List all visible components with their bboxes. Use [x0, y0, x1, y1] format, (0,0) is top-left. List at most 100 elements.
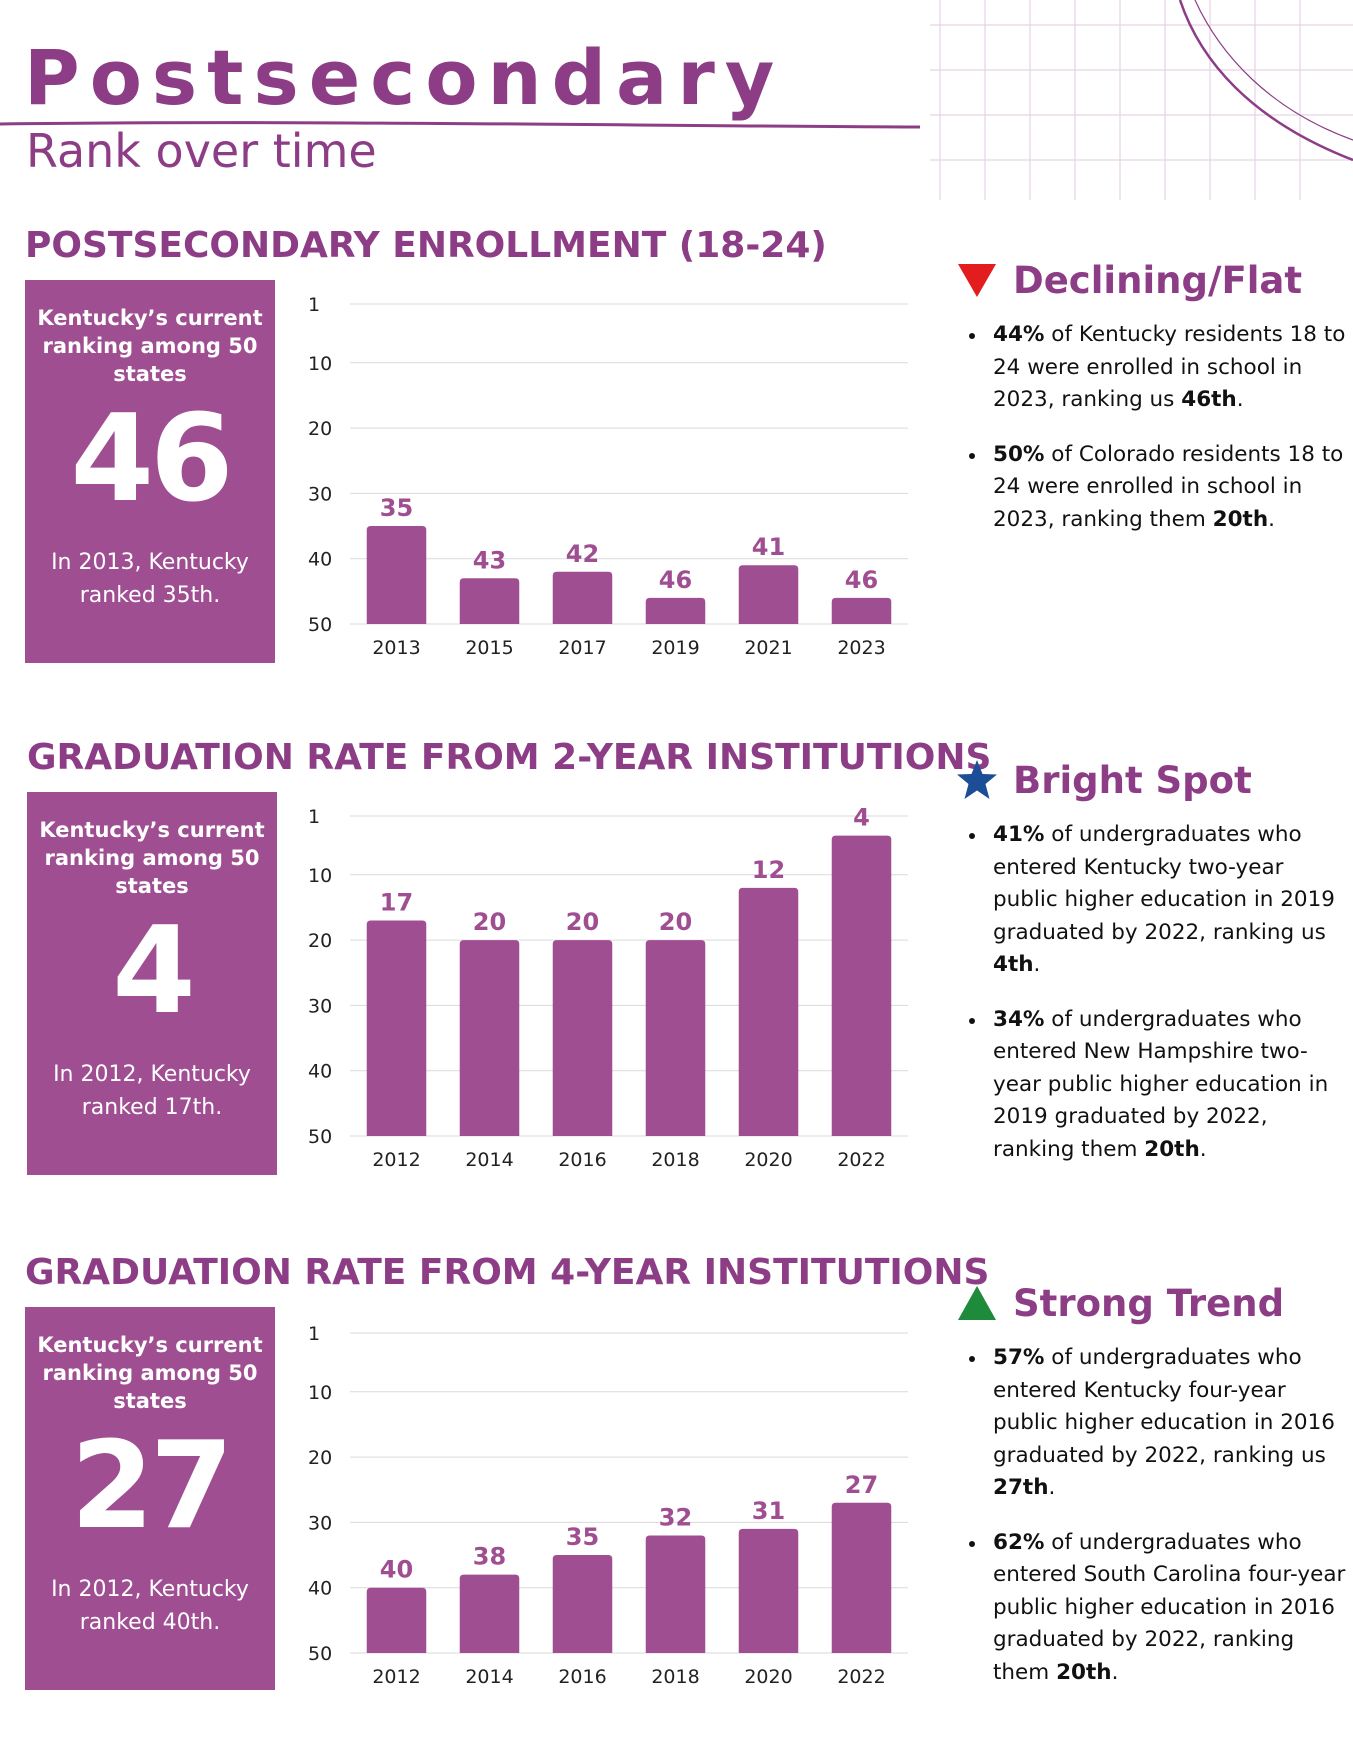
chart-enrollment: 1 10 20 30 40 50 35 2013 43 2015 42 2017 46 2019 41 202… [308, 294, 908, 659]
y-tick-label: 10 [308, 353, 332, 375]
y-tick-label: 20 [308, 418, 332, 440]
x-tick-label: 2017 [558, 637, 606, 659]
data-label: 38 [473, 1543, 506, 1571]
bar [738, 887, 799, 1136]
y-tick-label: 30 [308, 1512, 332, 1534]
x-tick-label: 2013 [372, 637, 420, 659]
section-title-4year: GRADUATION RATE FROM 4-YEAR INSTITUTIONS [25, 1252, 990, 1293]
section-title-enrollment: POSTSECONDARY ENROLLMENT (18-24) [25, 225, 827, 266]
status-label: Bright Spot [1013, 758, 1252, 802]
data-label: 35 [566, 1523, 599, 1551]
data-label: 12 [752, 856, 785, 884]
rank-value: 27 [70, 1417, 234, 1556]
rank-note: In 2012, Kentucky ranked 17th. [53, 1062, 251, 1120]
x-tick-label: 2016 [558, 1666, 606, 1688]
rank-box-label: Kentucky’s current ranking among 50 stat… [37, 1333, 263, 1413]
chart-2year: 1 10 20 30 40 50 17 2012 20 2014 20 2016 20 2018 12 202… [308, 804, 908, 1171]
y-tick-label: 50 [308, 614, 332, 636]
status-panel-enrollment: Declining/Flat 44% of Kentucky residents… [955, 255, 1353, 558]
bar [366, 920, 427, 1136]
x-tick-label: 2012 [372, 1149, 420, 1171]
y-tick-label: 10 [308, 1382, 332, 1404]
rank-box-enrollment: Kentucky’s current ranking among 50 stat… [25, 280, 275, 663]
y-tick-label: 10 [308, 865, 332, 887]
bar [366, 1587, 427, 1653]
bar [738, 1528, 799, 1653]
y-tick-label: 50 [308, 1126, 332, 1148]
bar [459, 940, 520, 1136]
x-tick-label: 2019 [651, 637, 699, 659]
bar [552, 940, 613, 1136]
status-label: Strong Trend [1013, 1281, 1285, 1325]
status-panel-2year: Bright Spot 41% of undergraduates who en… [955, 755, 1353, 1188]
x-tick-label: 2016 [558, 1149, 606, 1171]
data-label: 40 [380, 1556, 413, 1584]
data-label: 4 [853, 804, 870, 832]
header-decoration [0, 0, 1353, 200]
data-label: 17 [380, 888, 413, 916]
x-tick-label: 2023 [837, 637, 885, 659]
x-tick-label: 2022 [837, 1666, 885, 1688]
rank-box-label: Kentucky’s current ranking among 50 stat… [39, 818, 265, 898]
rank-note: In 2013, Kentucky ranked 35th. [51, 550, 249, 608]
bullet-item: 62% of undergraduates who entered South … [969, 1527, 1353, 1690]
rank-box-2year: Kentucky’s current ranking among 50 stat… [27, 792, 277, 1175]
y-tick-label: 40 [308, 1578, 332, 1600]
bullet-item: 57% of undergraduates who entered Kentuc… [969, 1342, 1353, 1505]
y-tick-label: 20 [308, 930, 332, 952]
data-label: 43 [473, 546, 506, 574]
status-bullets: 44% of Kentucky residents 18 to 24 were … [955, 319, 1353, 536]
y-tick-label: 1 [308, 1323, 320, 1345]
data-label: 46 [659, 566, 692, 594]
bullet-item: 50% of Colorado residents 18 to 24 were … [969, 439, 1353, 537]
star-icon [957, 760, 997, 799]
data-label: 20 [566, 908, 599, 936]
x-tick-label: 2014 [465, 1666, 513, 1688]
x-tick-label: 2020 [744, 1149, 792, 1171]
data-label: 41 [752, 533, 785, 561]
bar [738, 565, 799, 624]
data-label: 20 [473, 908, 506, 936]
bar [831, 597, 892, 624]
data-label: 35 [380, 494, 413, 522]
chart-4year: 1 10 20 30 40 50 40 2012 38 2014 35 2016 32 2018 31 202… [308, 1323, 908, 1688]
x-tick-label: 2018 [651, 1149, 699, 1171]
y-tick-label: 40 [308, 549, 332, 571]
status-bullets: 57% of undergraduates who entered Kentuc… [955, 1342, 1353, 1689]
bar [459, 1574, 520, 1653]
bar [831, 835, 892, 1136]
bullet-item: 34% of undergraduates who entered New Ha… [969, 1004, 1353, 1167]
x-tick-label: 2015 [465, 637, 513, 659]
bullet-item: 44% of Kentucky residents 18 to 24 were … [969, 319, 1353, 417]
x-tick-label: 2020 [744, 1666, 792, 1688]
bar [645, 1535, 706, 1653]
bar [831, 1502, 892, 1653]
bar [552, 1555, 613, 1653]
bar [459, 578, 520, 624]
status-label: Declining/Flat [1013, 258, 1303, 302]
bullet-item: 41% of undergraduates who entered Kentuc… [969, 819, 1353, 982]
status-panel-4year: Strong Trend 57% of undergraduates who e… [955, 1278, 1353, 1711]
up-triangle-icon [958, 1286, 996, 1320]
data-label: 32 [659, 1503, 692, 1531]
x-tick-label: 2018 [651, 1666, 699, 1688]
y-tick-label: 30 [308, 995, 332, 1017]
data-label: 31 [752, 1497, 785, 1525]
bar [645, 940, 706, 1136]
section-title-2year: GRADUATION RATE FROM 2-YEAR INSTITUTIONS [27, 737, 992, 778]
x-tick-label: 2014 [465, 1149, 513, 1171]
bar [552, 571, 613, 624]
y-tick-label: 40 [308, 1061, 332, 1083]
rank-note: In 2012, Kentucky ranked 40th. [51, 1577, 249, 1635]
rank-box-label: Kentucky’s current ranking among 50 stat… [37, 306, 263, 386]
rank-box-4year: Kentucky’s current ranking among 50 stat… [25, 1307, 275, 1690]
data-label: 46 [845, 566, 878, 594]
x-tick-label: 2021 [744, 637, 792, 659]
y-tick-label: 50 [308, 1643, 332, 1665]
x-tick-label: 2022 [837, 1149, 885, 1171]
status-bullets: 41% of undergraduates who entered Kentuc… [955, 819, 1353, 1166]
y-tick-label: 30 [308, 483, 332, 505]
y-tick-label: 1 [308, 806, 320, 828]
page-subtitle: Rank over time [26, 124, 377, 178]
data-label: 20 [659, 908, 692, 936]
